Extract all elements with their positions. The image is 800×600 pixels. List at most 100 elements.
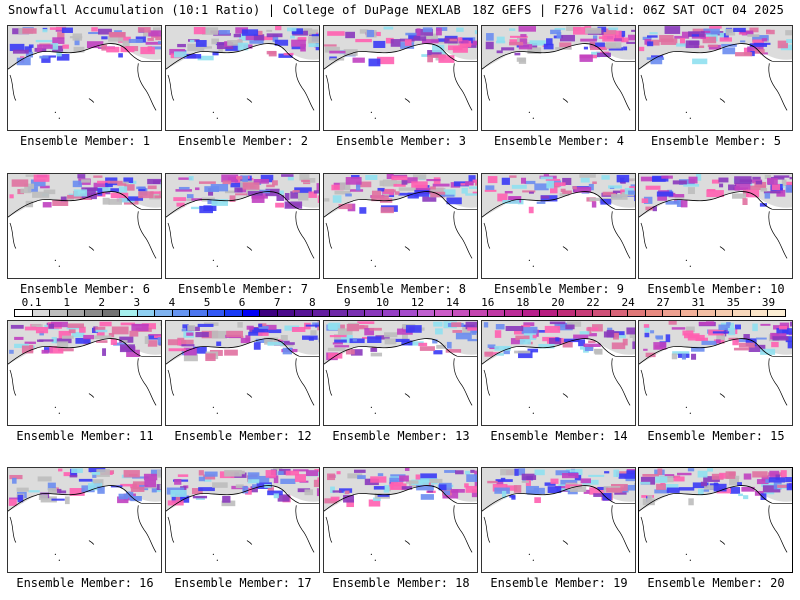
ensemble-member-label: Ensemble Member: 4 bbox=[493, 134, 625, 148]
ensemble-member-map bbox=[481, 25, 636, 131]
colorbar-tick-label: 35 bbox=[726, 296, 740, 309]
colorbar-segment bbox=[715, 310, 734, 316]
ensemble-member-label: Ensemble Member: 14 bbox=[490, 429, 628, 443]
ensemble-member-label: Ensemble Member: 7 bbox=[177, 282, 309, 296]
colorbar-segment bbox=[225, 310, 243, 316]
colorbar-tick-label: 18 bbox=[516, 296, 530, 309]
ensemble-member-map bbox=[165, 467, 320, 573]
ensemble-member-label: Ensemble Member: 9 bbox=[493, 282, 625, 296]
colorbar-segment bbox=[750, 310, 769, 316]
colorbar-tick-label: 14 bbox=[446, 296, 460, 309]
colorbar-segment bbox=[628, 310, 646, 316]
colorbar-segment bbox=[610, 310, 629, 316]
colorbar-segment bbox=[382, 310, 401, 316]
ensemble-member-label: Ensemble Member: 15 bbox=[647, 429, 785, 443]
colorbar-segment bbox=[207, 310, 226, 316]
colorbar-segment bbox=[330, 310, 348, 316]
colorbar-tick-label: 16 bbox=[481, 296, 495, 309]
run-valid-time: 18Z GEFS | F276 Valid: 06Z SAT OCT 04 20… bbox=[472, 3, 784, 17]
ensemble-member-map bbox=[638, 25, 793, 131]
colorbar-tick-label: 6 bbox=[238, 296, 246, 309]
ensemble-member-map bbox=[323, 320, 478, 426]
ensemble-member-label: Ensemble Member: 3 bbox=[335, 134, 467, 148]
ensemble-member-map bbox=[638, 467, 793, 573]
ensemble-member-label: Ensemble Member: 6 bbox=[19, 282, 151, 296]
ensemble-member-map bbox=[323, 173, 478, 279]
colorbar-segment bbox=[487, 310, 506, 316]
ensemble-member-map bbox=[7, 25, 162, 131]
colorbar-segment bbox=[645, 310, 664, 316]
colorbar-tick-label: 8 bbox=[308, 296, 316, 309]
colorbar-segment bbox=[85, 310, 103, 316]
colorbar-tick-label: 1 bbox=[63, 296, 70, 309]
colorbar-segment bbox=[435, 310, 453, 316]
ensemble-member-map bbox=[7, 173, 162, 279]
ensemble-member-map bbox=[165, 173, 320, 279]
ensemble-member-label: Ensemble Member: 18 bbox=[332, 576, 470, 590]
chart-title: Snowfall Accumulation (10:1 Ratio) | Col… bbox=[8, 3, 461, 17]
colorbar-segment bbox=[155, 310, 173, 316]
colorbar-segment bbox=[470, 310, 488, 316]
colorbar-segment bbox=[67, 310, 86, 316]
ensemble-member-label: Ensemble Member: 11 bbox=[16, 429, 154, 443]
colorbar-segment bbox=[277, 310, 296, 316]
colorbar-segment bbox=[347, 310, 366, 316]
colorbar-segment bbox=[172, 310, 191, 316]
colorbar-tick-label: 0.1 bbox=[21, 296, 42, 309]
colorbar-segment bbox=[680, 310, 699, 316]
colorbar-segment bbox=[120, 310, 138, 316]
colorbar-segment bbox=[312, 310, 331, 316]
colorbar-tick-label: 39 bbox=[761, 296, 776, 309]
ensemble-member-map bbox=[481, 467, 636, 573]
colorbar-segment bbox=[768, 310, 785, 316]
ensemble-member-map bbox=[638, 320, 793, 426]
ensemble-member-label: Ensemble Member: 13 bbox=[332, 429, 470, 443]
colorbar-segment bbox=[663, 310, 681, 316]
colorbar-tick-label: 20 bbox=[551, 296, 565, 309]
colorbar-segment bbox=[32, 310, 51, 316]
colorbar bbox=[14, 309, 786, 317]
ensemble-member-label: Ensemble Member: 20 bbox=[647, 576, 785, 590]
colorbar-tick-label: 24 bbox=[621, 296, 635, 309]
colorbar-segment bbox=[15, 310, 33, 316]
colorbar-tick-label: 10 bbox=[375, 296, 390, 309]
ensemble-member-map bbox=[7, 467, 162, 573]
ensemble-member-label: Ensemble Member: 16 bbox=[16, 576, 154, 590]
colorbar-segment bbox=[417, 310, 436, 316]
colorbar-tick-label: 31 bbox=[691, 296, 705, 309]
colorbar-tick-label: 5 bbox=[203, 296, 211, 309]
ensemble-member-map bbox=[7, 320, 162, 426]
colorbar-tick-label: 4 bbox=[168, 296, 176, 309]
ensemble-member-map bbox=[323, 25, 478, 131]
colorbar-segment bbox=[365, 310, 383, 316]
colorbar-segment bbox=[505, 310, 523, 316]
colorbar-segment bbox=[522, 310, 541, 316]
colorbar-segment bbox=[593, 310, 611, 316]
colorbar-segment bbox=[190, 310, 208, 316]
ensemble-member-label: Ensemble Member: 10 bbox=[647, 282, 785, 296]
colorbar-tick-label: 9 bbox=[344, 296, 351, 309]
colorbar-tick-label: 2 bbox=[98, 296, 106, 309]
ensemble-member-map bbox=[165, 25, 320, 131]
ensemble-member-label: Ensemble Member: 8 bbox=[335, 282, 467, 296]
ensemble-member-map bbox=[165, 320, 320, 426]
colorbar-segment bbox=[575, 310, 594, 316]
colorbar-segment bbox=[295, 310, 313, 316]
ensemble-member-label: Ensemble Member: 5 bbox=[650, 134, 782, 148]
ensemble-member-label: Ensemble Member: 12 bbox=[174, 429, 312, 443]
ensemble-member-map bbox=[481, 173, 636, 279]
colorbar-segment bbox=[50, 310, 68, 316]
colorbar-segment bbox=[452, 310, 471, 316]
colorbar-segment bbox=[733, 310, 751, 316]
ensemble-member-label: Ensemble Member: 1 bbox=[19, 134, 151, 148]
colorbar-tick-label: 3 bbox=[133, 296, 141, 309]
ensemble-member-label: Ensemble Member: 17 bbox=[174, 576, 312, 590]
colorbar-segment bbox=[400, 310, 418, 316]
ensemble-member-map bbox=[481, 320, 636, 426]
colorbar-segment bbox=[242, 310, 261, 316]
ensemble-member-map bbox=[323, 467, 478, 573]
ensemble-member-label: Ensemble Member: 2 bbox=[177, 134, 309, 148]
colorbar-tick-label: 27 bbox=[656, 296, 670, 309]
colorbar-tick-label: 12 bbox=[410, 296, 425, 309]
colorbar-segment bbox=[540, 310, 558, 316]
